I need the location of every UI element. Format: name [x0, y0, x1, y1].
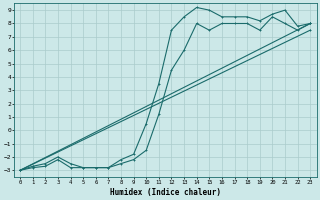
X-axis label: Humidex (Indice chaleur): Humidex (Indice chaleur) [110, 188, 220, 197]
